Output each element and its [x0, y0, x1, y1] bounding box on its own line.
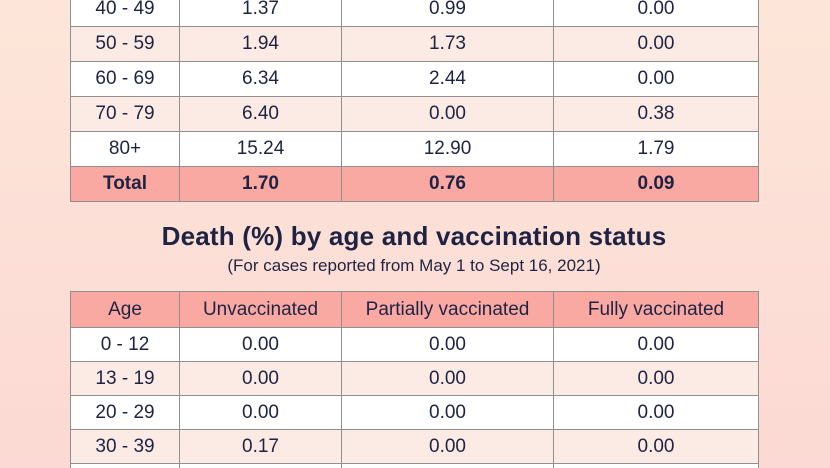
header-row: Age Unvaccinated Partially vaccinated Fu…	[70, 291, 759, 328]
value-cell: 0.38	[553, 96, 759, 132]
col-header-fully-vaccinated: Fully vaccinated	[553, 291, 759, 328]
age-cell: 0 - 12	[70, 327, 180, 362]
section-subtitle: (For cases reported from May 1 to Sept 1…	[227, 256, 601, 275]
value-cell: 0.00	[179, 327, 342, 362]
value-cell: 1.73	[341, 26, 554, 62]
value-cell: 15.24	[179, 131, 342, 167]
top-table-body: 40 - 49 1.37 0.99 0.00 50 - 59 1.94 1.73 0.00 60…	[70, 0, 759, 202]
value-cell: 0.00	[553, 327, 759, 362]
table-row: 13 - 19 0.00 0.00 0.00	[70, 361, 759, 396]
table-row: 30 - 39 0.17 0.00 0.00	[70, 429, 759, 464]
col-header-unvaccinated: Unvaccinated	[179, 291, 342, 328]
value-cell: 0.76	[341, 166, 554, 202]
value-cell: 0.00	[553, 0, 759, 27]
table-row: 20 - 29 0.00 0.00 0.00	[70, 395, 759, 430]
table-row: 40 - 49 1.37 0.99 0.00	[70, 0, 759, 27]
value-cell: 0.00	[553, 361, 759, 396]
age-cell: Total	[70, 166, 180, 202]
table-row: Total 1.70 0.76 0.09	[70, 166, 759, 202]
value-cell: 0.00	[553, 26, 759, 62]
table-row: 70 - 79 6.40 0.00 0.38	[70, 96, 759, 132]
table-row: 80+ 15.24 12.90 1.79	[70, 131, 759, 167]
age-cell: 40 - 49	[70, 0, 180, 27]
col-header-partially-vaccinated: Partially vaccinated	[341, 291, 554, 328]
value-cell	[341, 463, 554, 468]
value-cell	[553, 463, 759, 468]
value-cell: 0.00	[341, 96, 554, 132]
age-cell: 30 - 39	[70, 429, 180, 464]
death-table-header: Age Unvaccinated Partially vaccinated Fu…	[70, 291, 759, 328]
age-cell: 80+	[70, 131, 180, 167]
value-cell: 0.17	[179, 429, 342, 464]
value-cell: 6.34	[179, 61, 342, 97]
value-cell: 1.79	[553, 131, 759, 167]
age-cell	[70, 463, 180, 468]
top-table: 40 - 49 1.37 0.99 0.00 50 - 59 1.94 1.73 0.00 60…	[70, 0, 759, 202]
value-cell: 0.09	[553, 166, 759, 202]
value-cell: 0.99	[341, 0, 554, 27]
death-table-body: 0 - 12 0.00 0.00 0.00 13 - 19 0.00 0.00 0.00 20 …	[70, 327, 759, 468]
value-cell: 1.94	[179, 26, 342, 62]
value-cell: 0.00	[179, 361, 342, 396]
value-cell: 0.00	[341, 395, 554, 430]
age-cell: 20 - 29	[70, 395, 180, 430]
value-cell: 12.90	[341, 131, 554, 167]
death-table: Age Unvaccinated Partially vaccinated Fu…	[70, 291, 759, 468]
value-cell: 1.37	[179, 0, 342, 27]
value-cell: 0.00	[179, 395, 342, 430]
value-cell: 2.44	[341, 61, 554, 97]
col-header-age: Age	[70, 291, 180, 328]
value-cell: 0.00	[341, 361, 554, 396]
table-row: 50 - 59 1.94 1.73 0.00	[70, 26, 759, 62]
table-row: 60 - 69 6.34 2.44 0.00	[70, 61, 759, 97]
value-cell: 1.70	[179, 166, 342, 202]
age-cell: 13 - 19	[70, 361, 180, 396]
value-cell: 0.00	[553, 395, 759, 430]
value-cell: 0.00	[341, 429, 554, 464]
value-cell: 0.00	[341, 327, 554, 362]
value-cell	[179, 463, 342, 468]
table-row: 0 - 12 0.00 0.00 0.00	[70, 327, 759, 362]
value-cell: 0.00	[553, 61, 759, 97]
section-heading: Death (%) by age and vaccination status …	[70, 220, 758, 276]
age-cell: 60 - 69	[70, 61, 180, 97]
age-cell: 50 - 59	[70, 26, 180, 62]
section-title: Death (%) by age and vaccination status	[161, 221, 667, 251]
table-row	[70, 463, 759, 468]
age-cell: 70 - 79	[70, 96, 180, 132]
value-cell: 0.00	[553, 429, 759, 464]
value-cell: 6.40	[179, 96, 342, 132]
